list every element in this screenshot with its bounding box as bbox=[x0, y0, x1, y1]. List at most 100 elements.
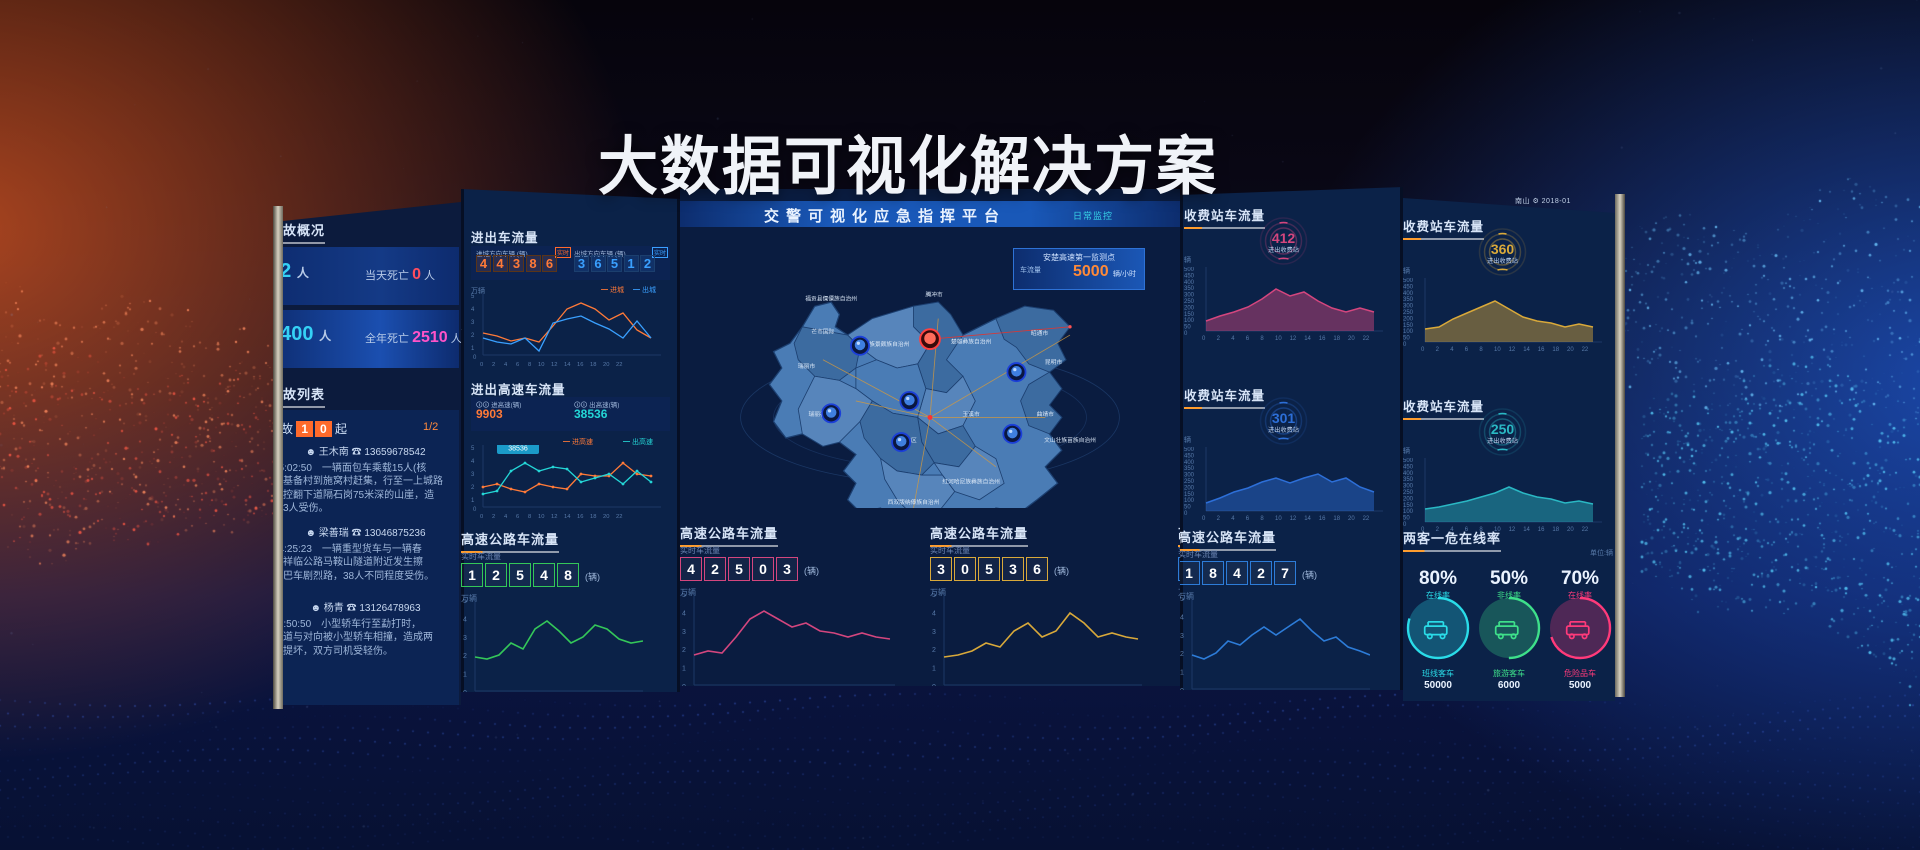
svg-text:6: 6 bbox=[514, 695, 518, 702]
svg-text:450: 450 bbox=[1184, 273, 1195, 279]
svg-text:22: 22 bbox=[1356, 693, 1364, 700]
svg-text:360: 360 bbox=[1491, 241, 1515, 257]
svg-text:200: 200 bbox=[1184, 485, 1195, 491]
svg-text:50%: 50% bbox=[1490, 568, 1528, 589]
svg-text:18: 18 bbox=[590, 362, 596, 368]
svg-text:0: 0 bbox=[1202, 516, 1206, 522]
svg-text:4: 4 bbox=[504, 514, 508, 520]
svg-text:3: 3 bbox=[682, 629, 686, 636]
svg-text:2: 2 bbox=[1217, 336, 1221, 342]
svg-text:150: 150 bbox=[1184, 312, 1195, 318]
svg-text:400: 400 bbox=[1184, 460, 1195, 466]
svg-text:22: 22 bbox=[629, 695, 637, 702]
svg-text:14: 14 bbox=[1060, 689, 1068, 696]
svg-text:0: 0 bbox=[480, 362, 483, 368]
svg-text:18: 18 bbox=[1325, 693, 1333, 700]
svg-text:8: 8 bbox=[1249, 693, 1253, 700]
svg-text:6: 6 bbox=[1465, 347, 1469, 353]
svg-text:瑞丽市: 瑞丽市 bbox=[798, 362, 815, 370]
svg-text:0: 0 bbox=[463, 690, 467, 697]
svg-text:150: 150 bbox=[1403, 323, 1414, 329]
svg-text:6: 6 bbox=[516, 514, 519, 520]
svg-text:2: 2 bbox=[707, 689, 711, 696]
svg-text:1: 1 bbox=[1180, 670, 1184, 677]
svg-text:250: 250 bbox=[1184, 479, 1195, 485]
svg-text:22: 22 bbox=[1128, 689, 1136, 696]
svg-text:4: 4 bbox=[1180, 614, 1184, 621]
svg-text:50: 50 bbox=[1184, 325, 1191, 331]
svg-text:18: 18 bbox=[1552, 347, 1559, 353]
svg-text:14: 14 bbox=[1304, 336, 1311, 342]
svg-text:0: 0 bbox=[690, 689, 694, 696]
svg-text:6: 6 bbox=[991, 689, 995, 696]
svg-text:18: 18 bbox=[1094, 689, 1102, 696]
svg-text:昆明市: 昆明市 bbox=[1045, 358, 1062, 366]
svg-text:5: 5 bbox=[463, 599, 467, 605]
svg-text:350: 350 bbox=[1184, 286, 1195, 292]
svg-text:10: 10 bbox=[1275, 516, 1282, 522]
svg-text:2: 2 bbox=[1203, 693, 1207, 700]
svg-text:50: 50 bbox=[1403, 516, 1410, 522]
svg-text:50: 50 bbox=[1184, 505, 1191, 511]
svg-text:5: 5 bbox=[682, 593, 686, 599]
svg-text:0: 0 bbox=[1180, 688, 1184, 695]
svg-text:250: 250 bbox=[1403, 310, 1414, 316]
svg-text:0: 0 bbox=[1184, 511, 1188, 517]
svg-text:8: 8 bbox=[1008, 689, 1012, 696]
svg-text:2: 2 bbox=[1180, 651, 1184, 658]
svg-text:16: 16 bbox=[1319, 336, 1326, 342]
svg-text:150: 150 bbox=[1184, 492, 1195, 498]
svg-text:10: 10 bbox=[1025, 689, 1033, 696]
svg-text:18: 18 bbox=[846, 689, 854, 696]
svg-text:450: 450 bbox=[1403, 464, 1414, 470]
svg-text:300: 300 bbox=[1184, 293, 1195, 299]
svg-text:2: 2 bbox=[485, 695, 489, 702]
svg-text:14: 14 bbox=[1304, 516, 1311, 522]
svg-text:100: 100 bbox=[1403, 509, 1414, 515]
svg-text:300: 300 bbox=[1403, 304, 1414, 310]
svg-text:0: 0 bbox=[1202, 336, 1206, 342]
svg-text:8: 8 bbox=[1260, 336, 1264, 342]
svg-text:3: 3 bbox=[471, 320, 475, 326]
svg-text:14: 14 bbox=[1523, 347, 1530, 353]
svg-text:16: 16 bbox=[1310, 693, 1318, 700]
svg-text:100: 100 bbox=[1184, 318, 1195, 324]
svg-text:500: 500 bbox=[1403, 458, 1414, 464]
svg-text:4: 4 bbox=[725, 689, 729, 696]
svg-text:0: 0 bbox=[1421, 347, 1425, 353]
svg-text:20: 20 bbox=[603, 514, 609, 520]
svg-text:1: 1 bbox=[682, 666, 686, 673]
svg-text:250: 250 bbox=[1491, 421, 1515, 437]
svg-text:50000: 50000 bbox=[1424, 680, 1452, 691]
svg-text:450: 450 bbox=[1184, 453, 1195, 459]
svg-text:400: 400 bbox=[1403, 291, 1414, 297]
svg-text:3: 3 bbox=[932, 629, 936, 636]
svg-text:4: 4 bbox=[504, 362, 508, 368]
svg-text:16: 16 bbox=[1538, 347, 1545, 353]
svg-text:2: 2 bbox=[932, 647, 936, 654]
svg-text:10: 10 bbox=[543, 695, 551, 702]
svg-text:旅游客车: 旅游客车 bbox=[1493, 668, 1525, 678]
svg-text:12: 12 bbox=[551, 362, 557, 368]
svg-text:16: 16 bbox=[577, 514, 583, 520]
svg-text:6000: 6000 bbox=[1498, 680, 1521, 691]
svg-text:14: 14 bbox=[564, 514, 571, 520]
svg-text:14: 14 bbox=[564, 362, 571, 368]
svg-text:12: 12 bbox=[1290, 516, 1297, 522]
svg-text:昭通市: 昭通市 bbox=[1031, 329, 1048, 337]
svg-text:1: 1 bbox=[463, 672, 467, 679]
svg-text:0: 0 bbox=[473, 507, 477, 513]
svg-text:22: 22 bbox=[1582, 347, 1589, 353]
svg-text:301: 301 bbox=[1272, 410, 1296, 426]
svg-text:3: 3 bbox=[1180, 633, 1184, 640]
svg-text:进出收费站: 进出收费站 bbox=[1268, 426, 1299, 434]
svg-text:3: 3 bbox=[471, 472, 475, 478]
svg-text:芒市国际: 芒市国际 bbox=[811, 327, 834, 335]
svg-text:4: 4 bbox=[1231, 336, 1235, 342]
svg-text:危险品车: 危险品车 bbox=[1564, 668, 1596, 678]
svg-text:50: 50 bbox=[1403, 336, 1410, 342]
svg-text:4: 4 bbox=[471, 459, 475, 465]
svg-text:12: 12 bbox=[1290, 336, 1297, 342]
svg-text:200: 200 bbox=[1184, 305, 1195, 311]
svg-text:350: 350 bbox=[1403, 297, 1414, 303]
